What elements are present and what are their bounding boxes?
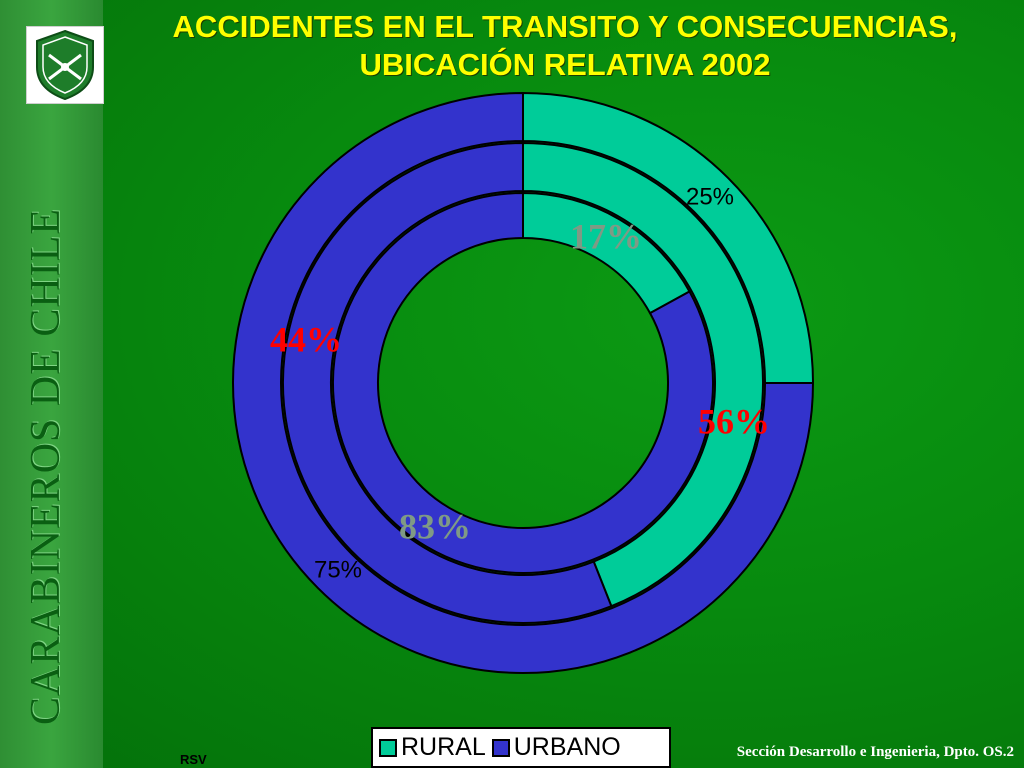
- legend-swatch-rural: [379, 738, 397, 757]
- slice-middle-urbano: [282, 141, 613, 624]
- legend-item-rural: RURAL: [379, 733, 486, 762]
- title-line-1: ACCIDENTES EN EL TRANSITO Y CONSECUENCIA…: [172, 9, 958, 44]
- legend-label-rural: RURAL: [401, 733, 486, 761]
- shield-emblem-icon: [36, 29, 94, 101]
- slice-inner-urbano: [332, 191, 714, 574]
- page-title: ACCIDENTES EN EL TRANSITO Y CONSECUENCIA…: [110, 8, 1020, 84]
- data-label-outer-urbano: 75%: [314, 556, 362, 583]
- title-line-2: UBICACIÓN RELATIVA 2002: [359, 47, 771, 82]
- legend-label-urbano: URBANO: [513, 733, 621, 761]
- slice-outer-urbano: [232, 91, 815, 674]
- slice-middle-rural: [522, 141, 764, 608]
- chart-legend: RURAL URBANO: [371, 727, 671, 768]
- data-label-middle-rural: 44%: [270, 319, 342, 359]
- sidebar: CARABINEROS DE CHILE: [0, 0, 104, 768]
- footer-credit: Sección Desarrollo e Ingenieria, Dpto. O…: [736, 744, 1014, 760]
- legend-item-urbano: URBANO: [491, 733, 621, 762]
- data-label-middle-urbano: 56%: [698, 401, 770, 441]
- carabineros-logo: [26, 26, 104, 104]
- legend-swatch-urbano: [491, 738, 510, 757]
- data-label-inner-rural: 17%: [570, 216, 642, 256]
- data-label-inner-urbano: 83%: [399, 506, 471, 546]
- author-initials: RSV: [180, 752, 207, 767]
- data-label-outer-rural: 25%: [686, 183, 734, 210]
